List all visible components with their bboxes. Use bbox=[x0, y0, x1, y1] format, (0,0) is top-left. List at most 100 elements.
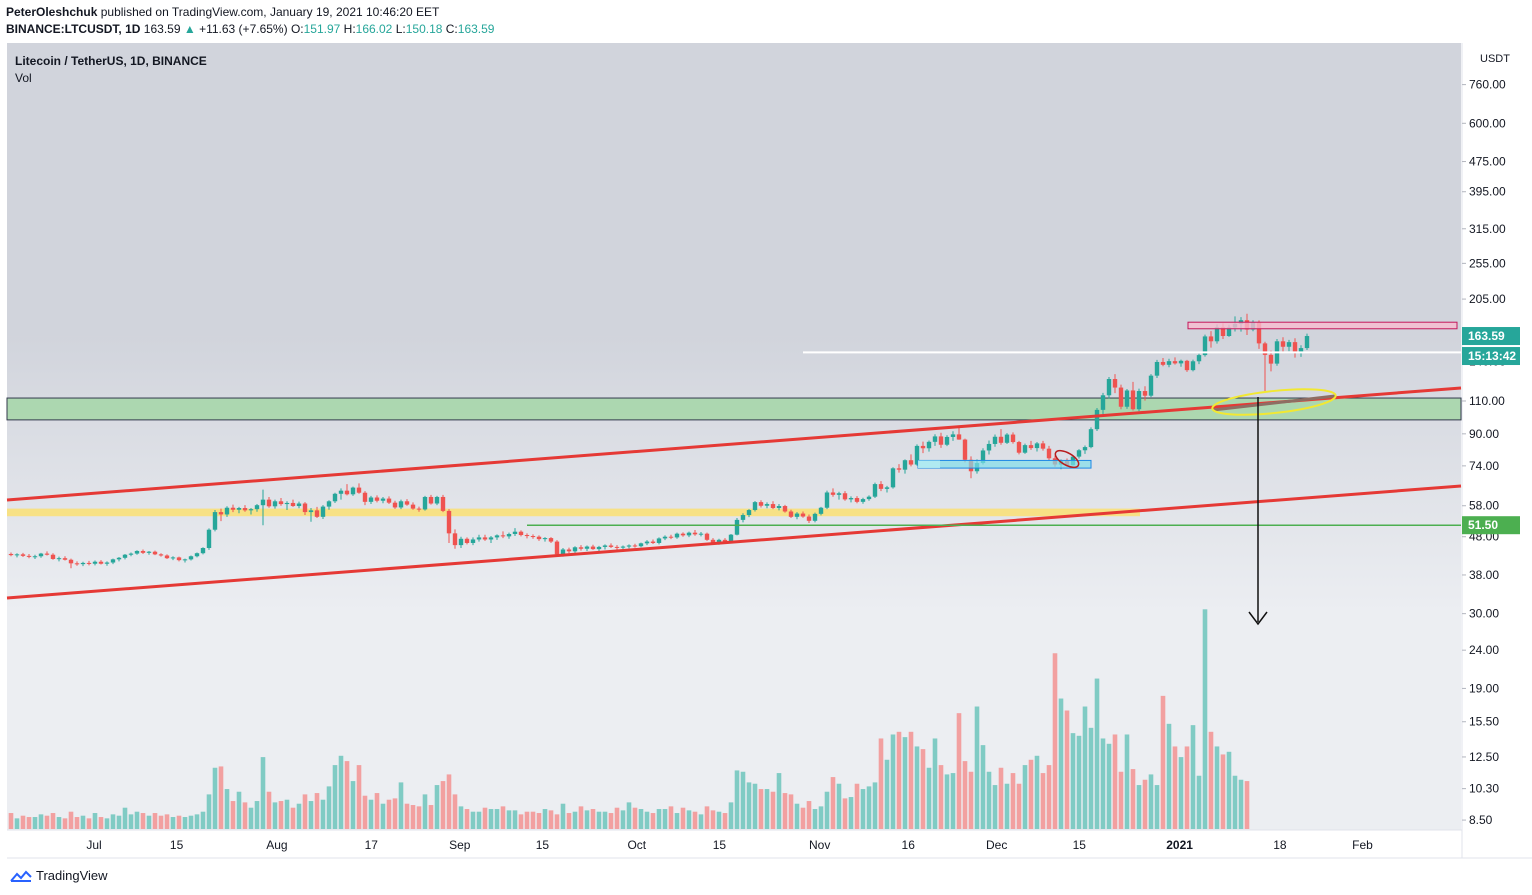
volume-bar bbox=[200, 811, 206, 829]
candle-body bbox=[488, 537, 494, 540]
candle-body bbox=[1124, 390, 1130, 407]
volume-bar bbox=[530, 811, 536, 829]
volume-bar bbox=[74, 817, 80, 829]
candle-body bbox=[890, 468, 896, 488]
candle-body bbox=[1298, 348, 1304, 353]
volume-bar bbox=[140, 813, 146, 829]
price-tick-label: 30.00 bbox=[1469, 607, 1499, 621]
price-tick-label: 315.00 bbox=[1469, 222, 1506, 236]
price-tick-label: 8.50 bbox=[1469, 813, 1493, 827]
candle-body bbox=[692, 532, 698, 535]
time-tick-label: 17 bbox=[365, 838, 379, 852]
candle-body bbox=[350, 487, 356, 495]
volume-bar bbox=[656, 809, 662, 829]
author-name[interactable]: PeterOleshchuk bbox=[6, 5, 98, 19]
candle-body bbox=[530, 536, 536, 538]
volume-bar bbox=[248, 807, 254, 829]
candle-body bbox=[1160, 361, 1166, 365]
volume-bar bbox=[254, 801, 260, 829]
candle-body bbox=[464, 538, 470, 543]
candle-body bbox=[848, 498, 854, 500]
candle-body bbox=[920, 445, 926, 449]
volume-bar bbox=[716, 811, 722, 829]
price-tick-label: 205.00 bbox=[1469, 292, 1506, 306]
candle-body bbox=[200, 548, 206, 554]
time-tick-label: Nov bbox=[809, 838, 830, 852]
price-tick-label: 395.00 bbox=[1469, 185, 1506, 199]
candle-body bbox=[1130, 390, 1136, 410]
volume-bar bbox=[1148, 774, 1154, 829]
volume-bar bbox=[1076, 735, 1082, 829]
volume-bar bbox=[686, 810, 692, 829]
volume-bar bbox=[194, 814, 200, 829]
volume-bar bbox=[8, 813, 14, 829]
time-axis: Jul 15 Aug 17 Sep 15 Oct 15 Nov 16 Dec 15 2021 18 Feb bbox=[7, 829, 1532, 859]
price-label-last: 163.59 bbox=[1468, 329, 1505, 343]
candle-body bbox=[182, 559, 188, 561]
candle-body bbox=[14, 554, 20, 556]
volume-bar bbox=[1232, 775, 1238, 829]
volume-bar bbox=[542, 809, 548, 829]
candle-body bbox=[902, 460, 908, 470]
volume-bar bbox=[806, 801, 812, 829]
volume-bar bbox=[614, 807, 620, 829]
volume-bar bbox=[56, 817, 62, 829]
candle-body bbox=[998, 436, 1004, 443]
volume-bar bbox=[26, 817, 32, 829]
candle-body bbox=[158, 554, 164, 556]
candle-body bbox=[128, 553, 134, 555]
candle-body bbox=[854, 498, 860, 502]
candle-body bbox=[596, 546, 602, 550]
volume-bar bbox=[146, 815, 152, 829]
candle-body bbox=[788, 511, 794, 517]
volume-bar bbox=[356, 765, 362, 829]
volume-bar bbox=[350, 781, 356, 829]
candle-body bbox=[1178, 360, 1184, 364]
volume-series bbox=[8, 609, 1250, 829]
open-label: O: bbox=[290, 22, 304, 36]
candle-body bbox=[74, 563, 80, 565]
chart-legend: Litecoin / TetherUS, 1D, BINANCE Vol bbox=[15, 54, 207, 85]
candle-body bbox=[554, 541, 560, 555]
volume-bar bbox=[578, 806, 584, 829]
volume-bar bbox=[152, 813, 158, 829]
candle-body bbox=[602, 545, 608, 547]
tradingview-logo[interactable]: TradingView bbox=[10, 868, 108, 883]
candle-body bbox=[1208, 336, 1214, 342]
candle-body bbox=[782, 506, 788, 512]
volume-bar bbox=[1040, 773, 1046, 829]
volume-bar bbox=[662, 809, 668, 829]
time-tick-label: 15 bbox=[1073, 838, 1087, 852]
price-change: +11.63 (+7.65%) bbox=[199, 22, 288, 36]
volume-bar bbox=[794, 803, 800, 829]
symbol-label: BINANCE:LTCUSDT, 1D bbox=[6, 22, 141, 36]
volume-bar bbox=[1100, 738, 1106, 829]
tradingview-icon bbox=[10, 870, 32, 882]
candle-body bbox=[1268, 354, 1274, 364]
candle-body bbox=[236, 508, 242, 510]
candle-body bbox=[1226, 327, 1232, 337]
candle-body bbox=[1082, 447, 1088, 451]
volume-bar bbox=[212, 767, 218, 829]
retest-trendline bbox=[1212, 394, 1336, 412]
volume-bar bbox=[14, 818, 20, 829]
volume-bar bbox=[950, 773, 956, 829]
candle-body bbox=[1256, 322, 1262, 344]
volume-bar bbox=[392, 798, 398, 829]
volume-bar bbox=[206, 794, 212, 829]
volume-bar bbox=[926, 767, 932, 829]
price-tick-label: 12.50 bbox=[1469, 750, 1499, 764]
last-price: 163.59 bbox=[143, 22, 181, 36]
volume-bar bbox=[110, 814, 116, 829]
up-arrow-icon: ▲ bbox=[183, 22, 196, 36]
candle-body bbox=[392, 502, 398, 508]
volume-bar bbox=[230, 801, 236, 829]
volume-bar bbox=[1184, 746, 1190, 829]
volume-bar bbox=[32, 817, 38, 829]
volume-bar bbox=[506, 810, 512, 829]
volume-bar bbox=[818, 806, 824, 829]
candle-body bbox=[812, 513, 818, 521]
volume-bar bbox=[1052, 653, 1058, 829]
candle-body bbox=[374, 497, 380, 501]
